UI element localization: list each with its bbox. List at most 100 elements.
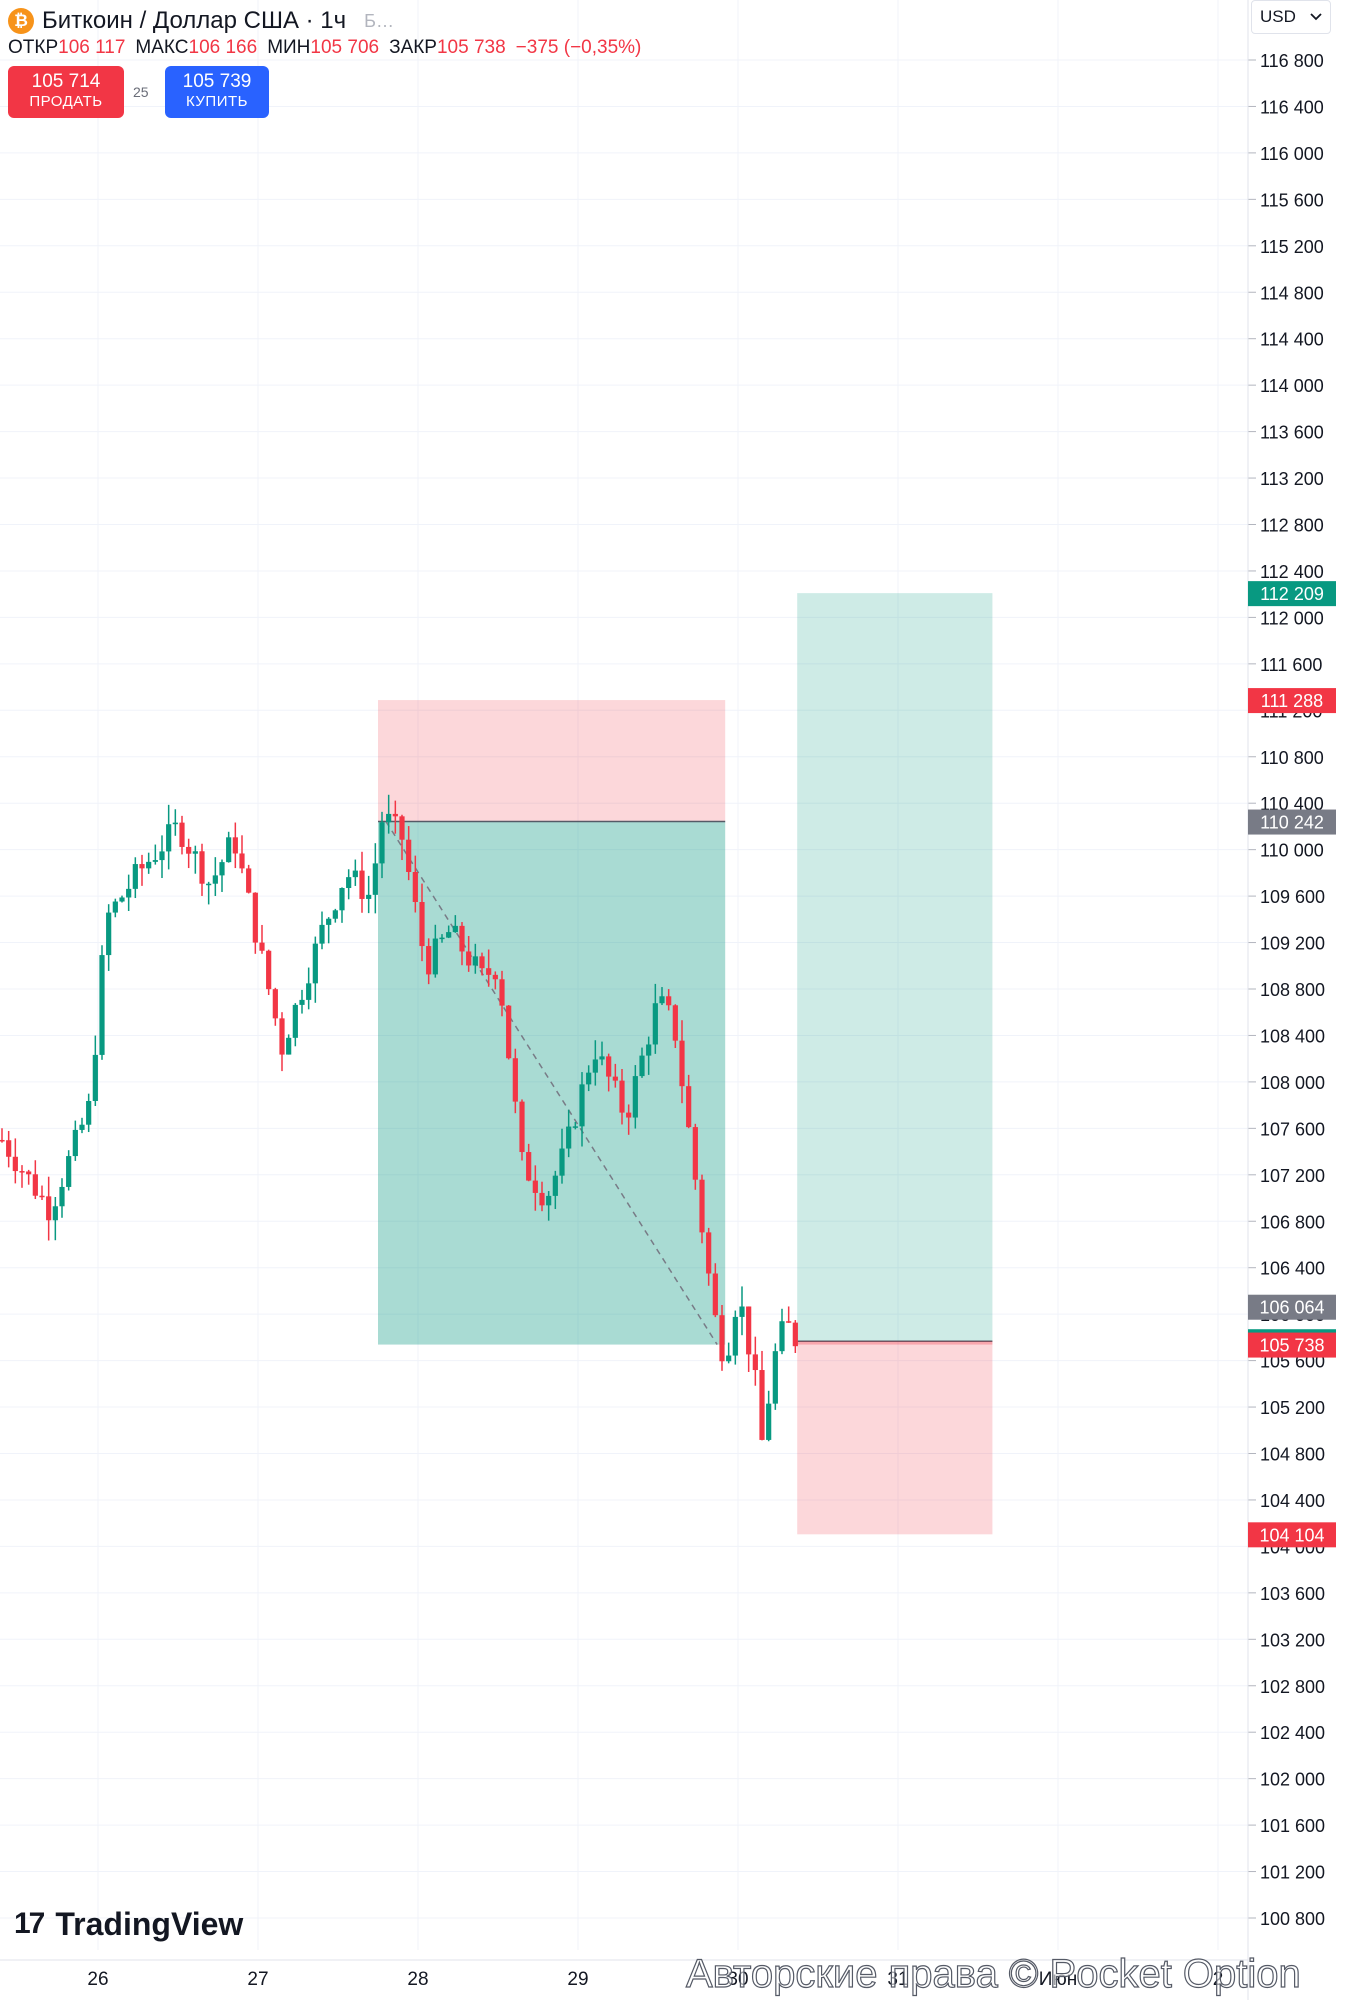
change-value: −375 (−0,35%) xyxy=(515,37,642,58)
candle xyxy=(26,1169,32,1185)
position-zones xyxy=(378,593,993,1535)
trend-line xyxy=(385,821,718,1345)
price-tick-label: 110 800 xyxy=(1260,748,1324,768)
candle-body xyxy=(766,1403,772,1440)
candle xyxy=(772,1343,778,1410)
candle-body xyxy=(112,901,118,913)
candle-body xyxy=(0,1139,5,1142)
candle-body xyxy=(219,862,225,876)
candle-body xyxy=(306,983,312,1000)
candle-body xyxy=(59,1186,65,1207)
candle-body xyxy=(446,932,452,938)
time-tick-label: 30 xyxy=(727,1969,748,1990)
candle-body xyxy=(366,894,372,899)
candle xyxy=(779,1308,785,1355)
candle xyxy=(419,883,425,962)
long-target-zone xyxy=(797,593,993,1342)
candle-body xyxy=(639,1055,645,1077)
candle-body xyxy=(739,1306,745,1317)
candle xyxy=(386,794,392,834)
price-tick-label: 109 600 xyxy=(1260,887,1325,907)
candle xyxy=(526,1143,532,1182)
time-tick-label: 29 xyxy=(567,1969,588,1990)
candle xyxy=(19,1165,25,1188)
candle xyxy=(139,854,145,886)
candle-body xyxy=(399,816,405,840)
candle xyxy=(152,844,158,865)
short-stop-zone xyxy=(378,700,726,822)
candle-body xyxy=(632,1076,638,1118)
candle xyxy=(66,1150,72,1191)
candle xyxy=(752,1336,758,1386)
candle xyxy=(492,971,498,990)
symbol-title-extra: Б… xyxy=(364,10,394,31)
candle xyxy=(206,881,212,905)
candle-body xyxy=(299,999,305,1005)
candle-body xyxy=(466,951,472,966)
candle-body xyxy=(66,1156,72,1187)
candle xyxy=(399,814,405,861)
spread-value: 25 xyxy=(133,84,149,100)
candle xyxy=(459,922,465,966)
candle xyxy=(639,1047,645,1078)
candle-body xyxy=(539,1192,545,1206)
candle xyxy=(79,1117,85,1134)
candle xyxy=(186,838,192,869)
candle-body xyxy=(606,1056,612,1077)
copyright-watermark: Авторские права © Pocket Option xyxy=(685,1951,1301,1996)
candle-body xyxy=(586,1072,592,1085)
candle xyxy=(179,815,185,855)
ohlc-legend: ОТКР 106 117 МАКС 106 166 МИН 105 706 ЗАКР 1… xyxy=(8,36,651,60)
candle-body xyxy=(612,1076,618,1081)
candle xyxy=(692,1123,698,1190)
candle xyxy=(739,1286,745,1336)
price-tick-label: 107 600 xyxy=(1260,1119,1325,1139)
candle-body xyxy=(159,851,165,861)
price-tick-label: 111 600 xyxy=(1260,655,1322,675)
candle-body xyxy=(312,943,318,984)
candle-body xyxy=(526,1152,532,1181)
candle xyxy=(12,1138,18,1184)
candle xyxy=(699,1174,705,1244)
price-tick-label: 108 400 xyxy=(1260,1026,1325,1046)
tradingview-logo[interactable]: 17 TradingView xyxy=(14,1904,243,1944)
currency-selector[interactable]: USD xyxy=(1251,0,1331,34)
sell-button[interactable]: 105 714 ПРОДАТЬ xyxy=(8,66,124,118)
candle-body xyxy=(279,1018,285,1055)
candle-body xyxy=(12,1156,18,1172)
candle-body xyxy=(386,813,392,823)
candle-body xyxy=(726,1355,732,1362)
candle xyxy=(39,1185,45,1201)
candle-body xyxy=(572,1126,578,1128)
price-tick-label: 112 000 xyxy=(1260,608,1324,628)
symbol-header[interactable]: ₿ Биткоин / Доллар США · 1ч Б… xyxy=(8,4,394,38)
candle xyxy=(606,1053,612,1092)
candle xyxy=(446,925,452,939)
price-label-bg xyxy=(1248,809,1336,835)
candle xyxy=(666,989,672,1011)
candle xyxy=(472,943,478,974)
price-label-bg xyxy=(1248,1294,1336,1320)
price-label: 106 064 xyxy=(1259,1298,1324,1318)
time-tick-label: 26 xyxy=(87,1969,108,1990)
candle xyxy=(226,831,232,863)
candle-body xyxy=(239,853,245,869)
price-label-bg xyxy=(1248,688,1336,714)
candle-body xyxy=(332,910,338,919)
candle-body xyxy=(266,950,272,990)
price-tick-label: 105 200 xyxy=(1260,1398,1325,1418)
candle-body xyxy=(599,1056,605,1060)
candle xyxy=(252,892,258,954)
candle-body xyxy=(132,864,138,889)
buy-button[interactable]: 105 739 КУПИТЬ xyxy=(165,66,269,118)
candle-body xyxy=(472,956,478,966)
bitcoin-icon: ₿ xyxy=(8,8,34,34)
candle-body xyxy=(166,824,172,852)
candle-body xyxy=(252,892,258,943)
price-tick-label: 102 800 xyxy=(1260,1677,1325,1697)
candle-body xyxy=(19,1171,25,1173)
candle-body xyxy=(52,1206,58,1221)
price-tick-label: 107 200 xyxy=(1260,1166,1325,1186)
